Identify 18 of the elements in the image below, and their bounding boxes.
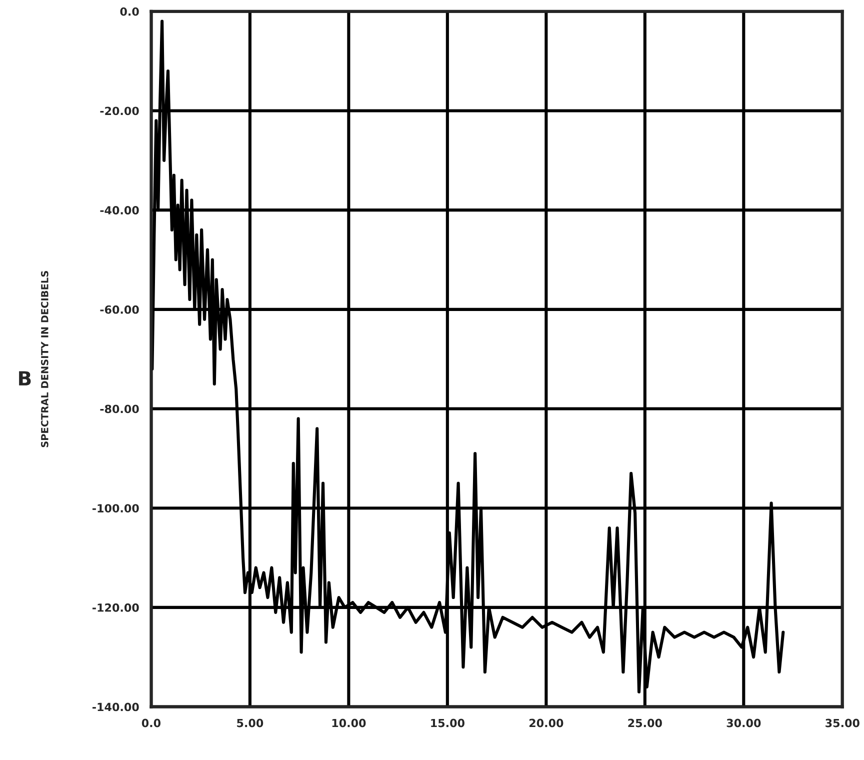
y-tick-label: -40.00: [100, 206, 139, 214]
y-tick-label: -100.00: [92, 504, 139, 512]
x-tick-label: 20.00: [529, 718, 564, 728]
x-tick-label: 30.00: [726, 718, 761, 728]
x-tick-label: 25.00: [628, 718, 662, 728]
y-tick-label: 0.0: [120, 7, 139, 16]
y-tick-label: -60.00: [100, 305, 139, 314]
x-tick-label: 5.00: [237, 718, 264, 728]
x-tick-label: 15.00: [431, 718, 464, 728]
y-tick-label: -80.00: [100, 404, 139, 414]
y-tick-label: -120.00: [92, 603, 139, 612]
x-tick-label: 0.0: [142, 718, 161, 728]
x-tick-label: 10.00: [332, 718, 366, 728]
y-tick-label: -20.00: [100, 106, 139, 116]
text: B: [19, 371, 31, 386]
y-tick-label: -140.00: [92, 702, 139, 712]
y-axis-title: SPECTRAL DENSITY IN DECIBELS: [41, 271, 48, 448]
x-tick-label: 35.00: [826, 718, 860, 728]
